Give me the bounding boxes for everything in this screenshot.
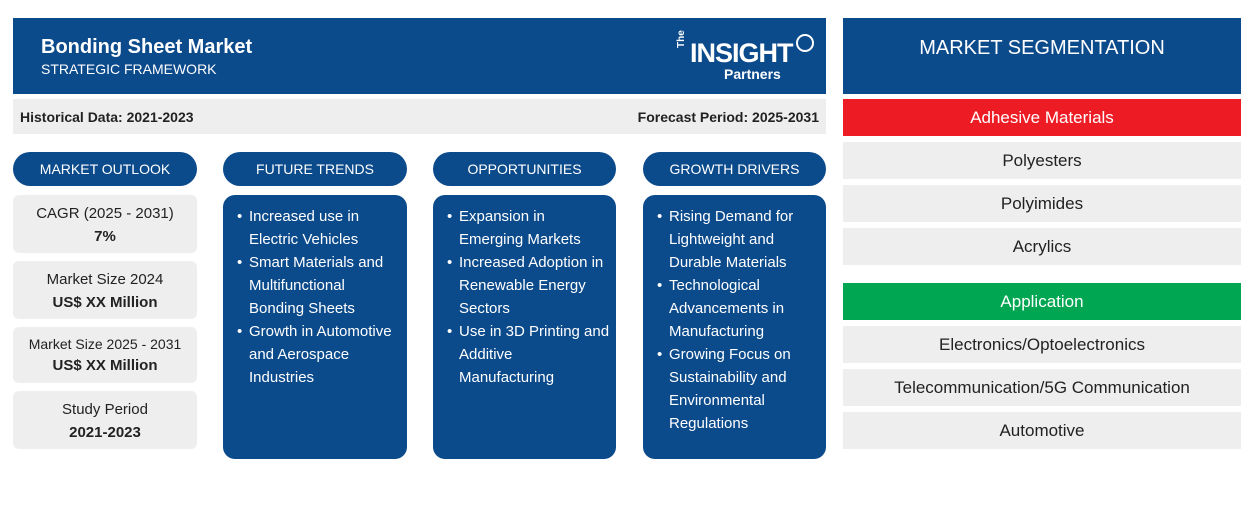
segment-item: Polyimides	[843, 185, 1241, 222]
outlook-market-size-2024-value: US$ XX Million	[52, 294, 158, 311]
opportunity-item: Increased Adoption in Renewable Energy S…	[433, 251, 610, 320]
outlook-cagr-value: 7%	[94, 228, 116, 245]
growth-drivers-box: Rising Demand for Lightweight and Durabl…	[643, 195, 826, 459]
segment-item: Polyesters	[843, 142, 1241, 179]
segment-item: Telecommunication/5G Communication	[843, 369, 1241, 406]
report-title: Bonding Sheet Market	[41, 36, 253, 58]
opportunities-box: Expansion in Emerging Markets Increased …	[433, 195, 616, 459]
driver-item: Technological Advancements in Manufactur…	[643, 274, 818, 343]
trend-item: Smart Materials and Multifunctional Bond…	[223, 251, 399, 320]
outlook-study-period-label: Study Period	[62, 401, 148, 418]
period-bar: Historical Data: 2021-2023 Forecast Peri…	[13, 99, 826, 134]
outlook-cagr-label: CAGR (2025 - 2031)	[36, 205, 174, 222]
market-outlook-heading: MARKET OUTLOOK	[13, 152, 197, 186]
future-trends-box: Increased use in Electric Vehicles Smart…	[223, 195, 407, 459]
segment-item: Automotive	[843, 412, 1241, 449]
outlook-market-size-2024-label: Market Size 2024	[46, 271, 164, 288]
outlook-market-size-forecast-value: US$ XX Million	[52, 357, 158, 374]
trend-item: Increased use in Electric Vehicles	[223, 205, 399, 251]
opportunities-heading: OPPORTUNITIES	[433, 152, 616, 186]
opportunity-item: Use in 3D Printing and Additive Manufact…	[433, 320, 610, 389]
trend-item: Growth in Automotive and Aerospace Indus…	[223, 320, 399, 389]
outlook-study-period-value: 2021-2023	[69, 424, 141, 441]
growth-drivers-heading: GROWTH DRIVERS	[643, 152, 826, 186]
segment-adhesive-materials: Adhesive Materials	[843, 99, 1241, 136]
market-segmentation-heading: MARKET SEGMENTATION	[843, 18, 1241, 94]
logo-ring-icon	[796, 34, 814, 52]
logo-insight: INSIGHT	[690, 38, 794, 68]
outlook-market-size-2024: Market Size 2024 US$ XX Million	[13, 261, 197, 319]
segment-item: Acrylics	[843, 228, 1241, 265]
historical-period: Historical Data: 2021-2023	[20, 109, 194, 125]
segment-item: Electronics/Optoelectronics	[843, 326, 1241, 363]
outlook-study-period: Study Period 2021-2023	[13, 391, 197, 449]
driver-item: Rising Demand for Lightweight and Durabl…	[643, 205, 818, 274]
future-trends-heading: FUTURE TRENDS	[223, 152, 407, 186]
segment-application: Application	[843, 283, 1241, 320]
logo-the: The	[676, 30, 687, 48]
insight-partners-logo: The INSIGHT Partners	[668, 30, 818, 90]
outlook-cagr: CAGR (2025 - 2031) 7%	[13, 195, 197, 253]
report-header: Bonding Sheet Market STRATEGIC FRAMEWORK…	[13, 18, 826, 94]
driver-item: Growing Focus on Sustainability and Envi…	[643, 343, 818, 435]
outlook-market-size-forecast: Market Size 2025 - 2031 US$ XX Million	[13, 327, 197, 383]
logo-partners: Partners	[724, 66, 781, 82]
forecast-period: Forecast Period: 2025-2031	[637, 109, 819, 125]
report-subtitle: STRATEGIC FRAMEWORK	[41, 61, 217, 77]
opportunity-item: Expansion in Emerging Markets	[433, 205, 610, 251]
outlook-market-size-forecast-label: Market Size 2025 - 2031	[28, 336, 182, 352]
